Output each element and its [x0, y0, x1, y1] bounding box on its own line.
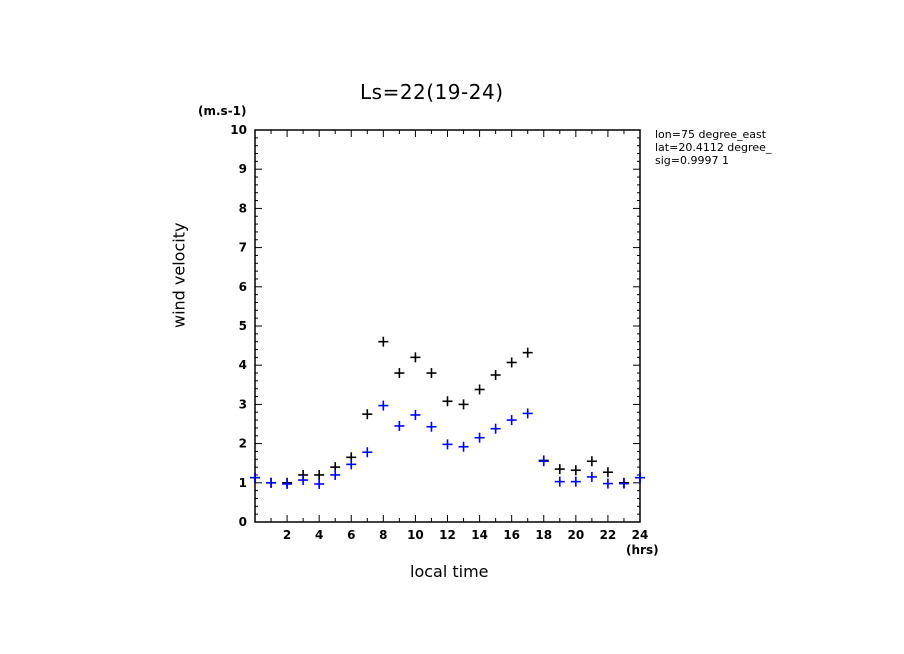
chart-title: Ls=22(19-24): [360, 80, 504, 104]
x-tick-label: 24: [632, 528, 649, 542]
y-tick-label: 10: [230, 123, 247, 137]
data-point-series-2: [362, 447, 373, 458]
y-tick-label: 8: [239, 201, 247, 215]
annotation-lat: lat=20.4112 degree_: [655, 141, 772, 154]
data-point-series-1: [314, 469, 325, 480]
data-point-series-2: [266, 477, 277, 488]
data-point-series-1: [458, 399, 469, 410]
data-point-series-1: [394, 368, 405, 379]
data-point-series-2: [410, 409, 421, 420]
data-point-series-2: [506, 415, 517, 426]
x-tick-label: 16: [503, 528, 520, 542]
data-point-series-2: [538, 456, 549, 467]
data-point-series-1: [602, 467, 613, 478]
data-marks: [250, 336, 645, 489]
x-tick-label: 6: [347, 528, 355, 542]
data-point-series-1: [378, 336, 389, 347]
data-point-series-2: [250, 472, 260, 483]
data-point-series-1: [490, 370, 501, 380]
data-point-series-2: [282, 478, 293, 489]
data-point-series-2: [602, 478, 613, 489]
data-point-series-2: [378, 400, 389, 411]
x-tick-label: 4: [315, 528, 323, 542]
annotation-lon: lon=75 degree_east: [655, 128, 767, 141]
data-point-series-2: [554, 476, 565, 487]
y-tick-label: 0: [239, 515, 247, 529]
y-tick-label: 7: [239, 241, 247, 255]
y-tick-label: 1: [239, 476, 247, 490]
data-point-series-2: [298, 475, 309, 486]
y-tick-label: 3: [239, 397, 247, 411]
data-point-series-2: [442, 439, 453, 450]
axis-ticks: [254, 129, 641, 523]
y-axis-label: wind velocity: [169, 222, 189, 328]
x-tick-label: 18: [535, 528, 552, 542]
annotation-sig: sig=0.9997 1: [655, 154, 729, 167]
x-axis-label: local time: [410, 562, 489, 581]
data-point-series-1: [410, 352, 421, 363]
data-point-series-2: [314, 478, 325, 489]
data-point-series-2: [394, 420, 405, 431]
y-tick-label: 5: [239, 319, 247, 333]
data-point-series-1: [586, 456, 597, 467]
x-tick-label: 10: [407, 528, 424, 542]
data-point-series-2: [490, 423, 501, 434]
y-tick-label: 9: [239, 162, 247, 176]
y-axis-unit: (m.s-1): [198, 104, 247, 118]
x-tick-label: 8: [379, 528, 387, 542]
data-point-series-1: [426, 368, 437, 379]
data-point-series-2: [522, 408, 533, 419]
y-tick-label: 2: [239, 437, 247, 451]
data-point-series-2: [635, 472, 645, 483]
plot-frame: [254, 129, 641, 523]
y-tick-label: 6: [239, 280, 247, 294]
data-point-series-2: [474, 432, 485, 443]
x-tick-label: 12: [439, 528, 456, 542]
data-point-series-2: [570, 476, 581, 487]
data-point-series-2: [458, 441, 469, 452]
x-tick-label: 20: [567, 528, 584, 542]
x-tick-label: 14: [471, 528, 488, 542]
data-point-series-1: [506, 357, 517, 368]
data-point-series-1: [522, 347, 533, 358]
data-point-series-1: [554, 464, 565, 475]
data-point-series-2: [586, 471, 597, 482]
data-point-series-1: [442, 396, 453, 407]
data-point-series-2: [330, 469, 341, 480]
data-point-series-1: [570, 465, 581, 476]
data-point-series-1: [362, 409, 373, 420]
y-tick-label: 4: [239, 358, 247, 372]
data-point-series-2: [346, 459, 357, 470]
x-axis-unit: (hrs): [626, 543, 659, 557]
x-tick-label: 2: [283, 528, 291, 542]
data-point-series-1: [474, 384, 485, 395]
data-point-series-2: [426, 421, 437, 432]
x-tick-label: 22: [600, 528, 617, 542]
data-point-series-2: [618, 478, 629, 489]
